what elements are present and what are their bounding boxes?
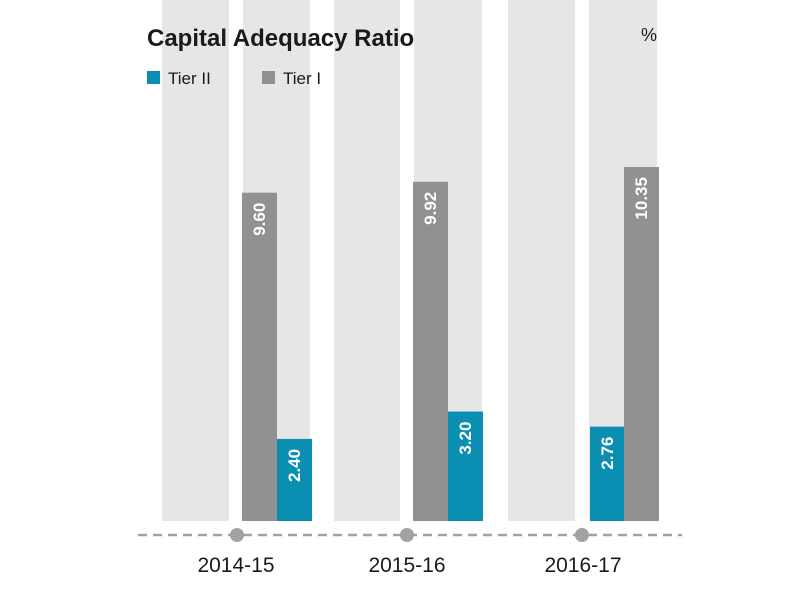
- legend-label-tier-ii: Tier II: [168, 69, 211, 88]
- x-axis: 2014-15 2015-16 2016-17: [197, 528, 622, 577]
- bar-value-label-tier-i: 9.92: [421, 192, 440, 225]
- bar-tier-i: [413, 181, 448, 521]
- category-label: 2015-16: [368, 554, 445, 577]
- unit-label: %: [641, 25, 657, 45]
- background-band: [508, 0, 575, 521]
- bar-tier-i: [624, 167, 659, 521]
- legend-label-tier-i: Tier I: [283, 69, 321, 88]
- axis-marker: [230, 528, 244, 542]
- bars-layer: 2.40 9.60 3.20 9.92 2.76 10.35: [242, 167, 659, 521]
- category-label: 2014-15: [197, 554, 274, 577]
- bar-value-label-tier-ii: 2.76: [598, 437, 617, 470]
- axis-marker: [575, 528, 589, 542]
- category-label: 2016-17: [544, 554, 621, 577]
- bar-value-label-tier-ii: 2.40: [285, 449, 304, 482]
- bar-value-label-tier-i: 10.35: [632, 177, 651, 220]
- axis-marker: [400, 528, 414, 542]
- bar-value-label-tier-i: 9.60: [250, 203, 269, 236]
- bar-tier-ii: [277, 438, 312, 521]
- background-band: [334, 0, 400, 521]
- bar-value-label-tier-ii: 3.20: [456, 422, 475, 455]
- bar-tier-i: [242, 192, 277, 521]
- background-bands: [162, 0, 657, 521]
- bar-tier-ii: [590, 426, 625, 521]
- bar-tier-ii: [448, 411, 483, 521]
- legend: Tier II Tier I: [147, 69, 321, 88]
- chart-title: Capital Adequacy Ratio: [147, 25, 414, 52]
- background-band: [162, 0, 229, 521]
- legend-swatch-tier-i: [262, 71, 275, 84]
- legend-swatch-tier-ii: [147, 71, 160, 84]
